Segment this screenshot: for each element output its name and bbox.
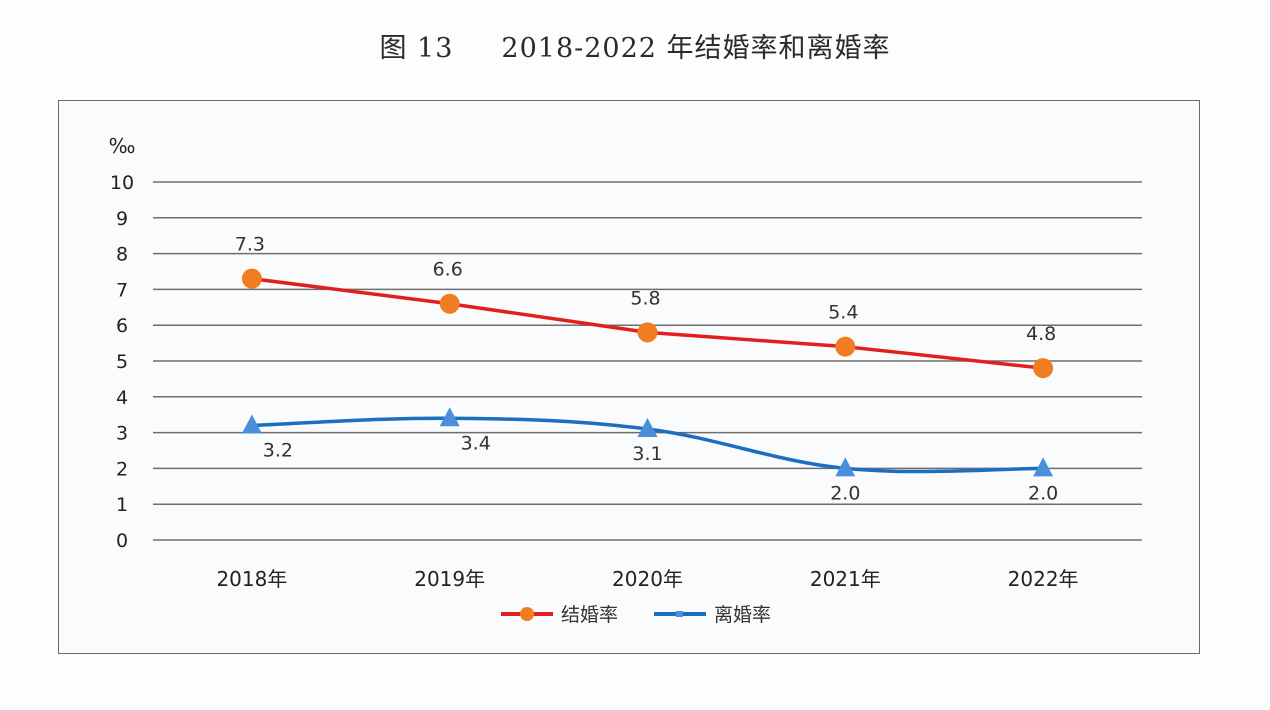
- data-point-marker: [835, 336, 856, 357]
- y-tick-label: 5: [116, 351, 128, 373]
- y-tick-label: 6: [116, 315, 128, 337]
- data-label: 3.2: [263, 439, 293, 461]
- data-point-marker: [835, 457, 856, 477]
- data-label: 5.8: [630, 287, 660, 309]
- y-tick-label: 1: [116, 494, 128, 516]
- data-label: 3.1: [632, 443, 662, 465]
- y-tick-label: 10: [110, 172, 134, 194]
- data-label: 2.0: [830, 482, 860, 504]
- legend-item-marriage: 结婚率: [499, 600, 618, 627]
- data-label: 4.8: [1026, 323, 1056, 345]
- y-tick-label: 8: [116, 244, 128, 266]
- data-point-marker: [241, 268, 262, 289]
- data-point-marker: [1033, 457, 1054, 477]
- data-point-marker: [637, 322, 658, 343]
- data-label: 7.3: [235, 234, 265, 256]
- legend-label-marriage: 结婚率: [560, 604, 618, 626]
- y-tick-label: 0: [116, 530, 128, 552]
- x-tick-label: 2018年: [216, 567, 287, 591]
- data-label: 3.4: [461, 432, 491, 454]
- figure-label: 图 13: [379, 33, 454, 64]
- data-point-marker: [439, 293, 460, 314]
- data-label: 6.6: [433, 259, 463, 281]
- data-point-marker: [241, 414, 262, 434]
- title-text: 2018-2022 年结婚率和离婚率: [501, 33, 891, 64]
- y-unit-label: ‰: [109, 134, 136, 158]
- y-tick-label: 7: [116, 279, 128, 301]
- x-tick-label: 2020年: [612, 567, 683, 591]
- data-label: 2.0: [1028, 482, 1058, 504]
- legend-item-divorce: 离婚率: [652, 600, 771, 627]
- legend-swatch-marriage: [500, 606, 553, 621]
- data-point-marker: [637, 418, 658, 438]
- chart-frame: [58, 100, 1200, 654]
- y-tick-label: 4: [116, 387, 128, 409]
- x-tick-label: 2019年: [414, 567, 485, 591]
- x-tick-label: 2021年: [810, 567, 881, 591]
- y-tick-label: 9: [116, 208, 128, 230]
- data-point-marker: [439, 407, 460, 427]
- x-tick-label: 2022年: [1008, 567, 1079, 591]
- legend: 结婚率 离婚率: [0, 600, 1270, 627]
- legend-label-divorce: 离婚率: [714, 604, 772, 626]
- data-point-marker: [1033, 358, 1054, 379]
- y-tick-label: 2: [116, 458, 128, 480]
- data-label: 5.4: [828, 302, 858, 324]
- legend-swatch-divorce: [654, 610, 706, 617]
- y-tick-label: 3: [116, 423, 128, 445]
- chart-title: 图 13 2018-2022 年结婚率和离婚率: [0, 26, 1270, 65]
